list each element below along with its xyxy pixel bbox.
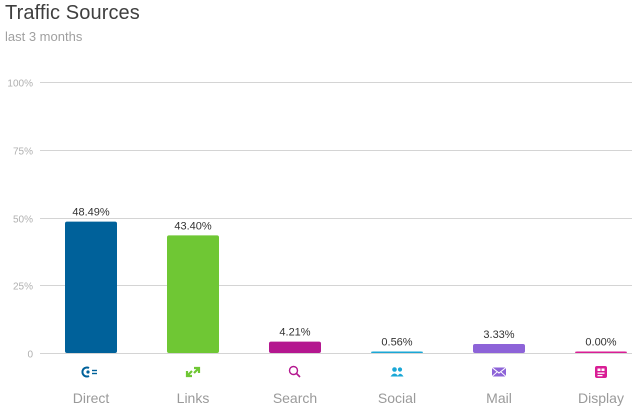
chart-title: Traffic Sources xyxy=(5,2,140,24)
data-label: 0.00% xyxy=(585,337,616,349)
display-icon xyxy=(595,366,607,378)
y-tick-label: 25% xyxy=(13,282,33,293)
direct-icon xyxy=(81,366,97,378)
x-tick-label: Search xyxy=(273,390,317,406)
x-tick-label: Direct xyxy=(73,390,110,406)
links-icon xyxy=(185,366,201,378)
social-icon xyxy=(390,367,404,377)
data-label: 48.49% xyxy=(72,207,110,219)
x-tick-label: Social xyxy=(378,390,416,406)
bar-display xyxy=(575,351,627,353)
bar-mail xyxy=(473,343,525,353)
data-label: 0.56% xyxy=(381,336,412,348)
bar-links xyxy=(167,235,219,353)
bar-social xyxy=(371,351,423,353)
y-tick-label: 100% xyxy=(7,79,33,90)
y-tick-label: 50% xyxy=(13,215,33,226)
search-icon xyxy=(288,365,301,378)
data-label: 3.33% xyxy=(483,329,514,341)
data-label: 43.40% xyxy=(174,220,212,232)
x-tick-label: Mail xyxy=(486,390,512,406)
bar-direct xyxy=(65,221,117,353)
y-tick-label: 75% xyxy=(13,147,33,158)
data-label: 4.21% xyxy=(279,327,310,339)
bar-search xyxy=(269,341,321,353)
x-tick-label: Links xyxy=(177,390,210,406)
y-tick-label: 0 xyxy=(27,350,33,361)
mail-icon xyxy=(491,367,507,377)
x-tick-label: Display xyxy=(578,390,624,406)
chart-subtitle: last 3 months xyxy=(5,29,83,44)
